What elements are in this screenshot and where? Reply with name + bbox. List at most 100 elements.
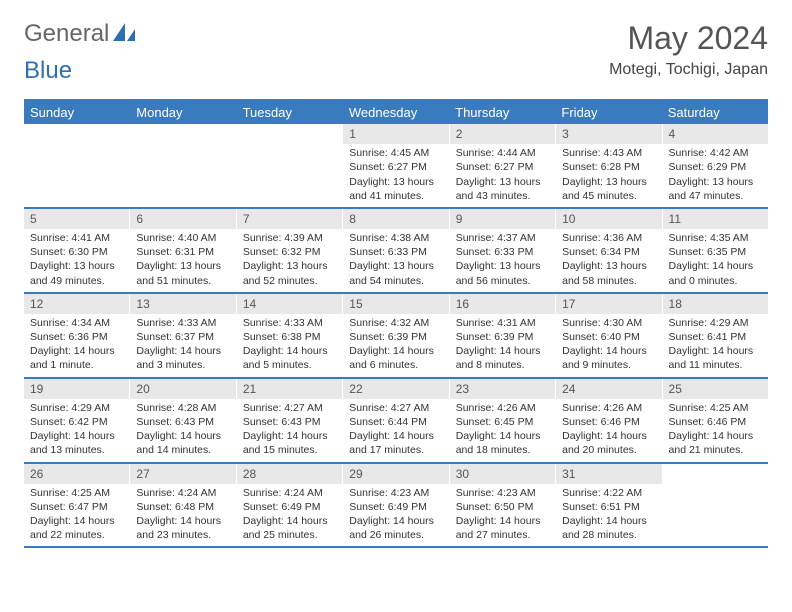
- sunset-text: Sunset: 6:33 PM: [456, 245, 549, 259]
- cell-body: Sunrise: 4:27 AMSunset: 6:43 PMDaylight:…: [237, 399, 342, 462]
- daylight-text: Daylight: 13 hours and 49 minutes.: [30, 259, 123, 287]
- calendar-cell: 13Sunrise: 4:33 AMSunset: 6:37 PMDayligh…: [129, 294, 235, 377]
- sunset-text: Sunset: 6:41 PM: [669, 330, 762, 344]
- calendar-cell: 27Sunrise: 4:24 AMSunset: 6:48 PMDayligh…: [129, 464, 235, 547]
- calendar-cell: 12Sunrise: 4:34 AMSunset: 6:36 PMDayligh…: [24, 294, 129, 377]
- sunrise-text: Sunrise: 4:29 AM: [669, 316, 762, 330]
- calendar-cell: 9Sunrise: 4:37 AMSunset: 6:33 PMDaylight…: [449, 209, 555, 292]
- daylight-text: Daylight: 13 hours and 41 minutes.: [349, 175, 442, 203]
- daylight-text: Daylight: 13 hours and 45 minutes.: [562, 175, 655, 203]
- sunset-text: Sunset: 6:43 PM: [136, 415, 229, 429]
- daylight-text: Daylight: 14 hours and 21 minutes.: [669, 429, 762, 457]
- sunset-text: Sunset: 6:42 PM: [30, 415, 123, 429]
- sunrise-text: Sunrise: 4:24 AM: [136, 486, 229, 500]
- day-header: Wednesday: [343, 101, 449, 124]
- calendar-cell: 14Sunrise: 4:33 AMSunset: 6:38 PMDayligh…: [236, 294, 342, 377]
- calendar-cell: 4Sunrise: 4:42 AMSunset: 6:29 PMDaylight…: [662, 124, 768, 207]
- cell-body: Sunrise: 4:24 AMSunset: 6:49 PMDaylight:…: [237, 484, 342, 547]
- cell-body: Sunrise: 4:29 AMSunset: 6:42 PMDaylight:…: [24, 399, 129, 462]
- sunrise-text: Sunrise: 4:31 AM: [456, 316, 549, 330]
- sunrise-text: Sunrise: 4:42 AM: [669, 146, 762, 160]
- date-number: 2: [450, 124, 555, 144]
- sunrise-text: Sunrise: 4:23 AM: [349, 486, 442, 500]
- sunrise-text: Sunrise: 4:24 AM: [243, 486, 336, 500]
- title-block: May 2024 Motegi, Tochigi, Japan: [609, 20, 768, 79]
- cell-body: Sunrise: 4:34 AMSunset: 6:36 PMDaylight:…: [24, 314, 129, 377]
- sunrise-text: Sunrise: 4:34 AM: [30, 316, 123, 330]
- daylight-text: Daylight: 14 hours and 15 minutes.: [243, 429, 336, 457]
- brand-sail-icon: [111, 21, 137, 48]
- date-number: 18: [663, 294, 768, 314]
- date-number: 31: [556, 464, 661, 484]
- cell-body: Sunrise: 4:25 AMSunset: 6:47 PMDaylight:…: [24, 484, 129, 547]
- calendar-cell: 11Sunrise: 4:35 AMSunset: 6:35 PMDayligh…: [662, 209, 768, 292]
- calendar-cell: 22Sunrise: 4:27 AMSunset: 6:44 PMDayligh…: [342, 379, 448, 462]
- daylight-text: Daylight: 14 hours and 23 minutes.: [136, 514, 229, 542]
- daylight-text: Daylight: 14 hours and 25 minutes.: [243, 514, 336, 542]
- calendar-cell: [24, 124, 129, 207]
- sunrise-text: Sunrise: 4:38 AM: [349, 231, 442, 245]
- sunset-text: Sunset: 6:37 PM: [136, 330, 229, 344]
- calendar-cell: 19Sunrise: 4:29 AMSunset: 6:42 PMDayligh…: [24, 379, 129, 462]
- calendar-cell: 3Sunrise: 4:43 AMSunset: 6:28 PMDaylight…: [555, 124, 661, 207]
- daylight-text: Daylight: 13 hours and 51 minutes.: [136, 259, 229, 287]
- sunrise-text: Sunrise: 4:26 AM: [456, 401, 549, 415]
- calendar-cell: [662, 464, 768, 547]
- cell-body: Sunrise: 4:30 AMSunset: 6:40 PMDaylight:…: [556, 314, 661, 377]
- cell-body: Sunrise: 4:33 AMSunset: 6:38 PMDaylight:…: [237, 314, 342, 377]
- sunrise-text: Sunrise: 4:35 AM: [669, 231, 762, 245]
- day-header: Saturday: [662, 101, 768, 124]
- cell-body: Sunrise: 4:41 AMSunset: 6:30 PMDaylight:…: [24, 229, 129, 292]
- cell-body: Sunrise: 4:32 AMSunset: 6:39 PMDaylight:…: [343, 314, 448, 377]
- cell-body: Sunrise: 4:37 AMSunset: 6:33 PMDaylight:…: [450, 229, 555, 292]
- date-number: 12: [24, 294, 129, 314]
- calendar-cell: 28Sunrise: 4:24 AMSunset: 6:49 PMDayligh…: [236, 464, 342, 547]
- sunrise-text: Sunrise: 4:27 AM: [349, 401, 442, 415]
- cell-body: Sunrise: 4:29 AMSunset: 6:41 PMDaylight:…: [663, 314, 768, 377]
- sunset-text: Sunset: 6:50 PM: [456, 500, 549, 514]
- cell-body: Sunrise: 4:27 AMSunset: 6:44 PMDaylight:…: [343, 399, 448, 462]
- sunset-text: Sunset: 6:27 PM: [349, 160, 442, 174]
- calendar-cell: 7Sunrise: 4:39 AMSunset: 6:32 PMDaylight…: [236, 209, 342, 292]
- calendar-cell: 24Sunrise: 4:26 AMSunset: 6:46 PMDayligh…: [555, 379, 661, 462]
- date-number: 24: [556, 379, 661, 399]
- calendar-cell: 31Sunrise: 4:22 AMSunset: 6:51 PMDayligh…: [555, 464, 661, 547]
- daylight-text: Daylight: 13 hours and 58 minutes.: [562, 259, 655, 287]
- date-number: 8: [343, 209, 448, 229]
- sunrise-text: Sunrise: 4:28 AM: [136, 401, 229, 415]
- daylight-text: Daylight: 14 hours and 18 minutes.: [456, 429, 549, 457]
- sunset-text: Sunset: 6:45 PM: [456, 415, 549, 429]
- sunset-text: Sunset: 6:31 PM: [136, 245, 229, 259]
- date-number: 11: [663, 209, 768, 229]
- sunset-text: Sunset: 6:46 PM: [562, 415, 655, 429]
- daylight-text: Daylight: 13 hours and 54 minutes.: [349, 259, 442, 287]
- weeks-container: 1Sunrise: 4:45 AMSunset: 6:27 PMDaylight…: [24, 124, 768, 548]
- date-number: 26: [24, 464, 129, 484]
- sunset-text: Sunset: 6:36 PM: [30, 330, 123, 344]
- cell-body: Sunrise: 4:23 AMSunset: 6:50 PMDaylight:…: [450, 484, 555, 547]
- sunrise-text: Sunrise: 4:23 AM: [456, 486, 549, 500]
- calendar-cell: 2Sunrise: 4:44 AMSunset: 6:27 PMDaylight…: [449, 124, 555, 207]
- sunset-text: Sunset: 6:32 PM: [243, 245, 336, 259]
- date-number: 7: [237, 209, 342, 229]
- calendar-cell: 6Sunrise: 4:40 AMSunset: 6:31 PMDaylight…: [129, 209, 235, 292]
- calendar-cell: 23Sunrise: 4:26 AMSunset: 6:45 PMDayligh…: [449, 379, 555, 462]
- cell-body: Sunrise: 4:25 AMSunset: 6:46 PMDaylight:…: [663, 399, 768, 462]
- week-row: 26Sunrise: 4:25 AMSunset: 6:47 PMDayligh…: [24, 464, 768, 549]
- sunset-text: Sunset: 6:47 PM: [30, 500, 123, 514]
- daylight-text: Daylight: 13 hours and 43 minutes.: [456, 175, 549, 203]
- cell-body: Sunrise: 4:36 AMSunset: 6:34 PMDaylight:…: [556, 229, 661, 292]
- calendar-grid: SundayMondayTuesdayWednesdayThursdayFrid…: [24, 99, 768, 548]
- cell-body: Sunrise: 4:26 AMSunset: 6:45 PMDaylight:…: [450, 399, 555, 462]
- week-row: 5Sunrise: 4:41 AMSunset: 6:30 PMDaylight…: [24, 209, 768, 294]
- daylight-text: Daylight: 14 hours and 5 minutes.: [243, 344, 336, 372]
- date-number: 10: [556, 209, 661, 229]
- calendar-cell: 17Sunrise: 4:30 AMSunset: 6:40 PMDayligh…: [555, 294, 661, 377]
- sunrise-text: Sunrise: 4:40 AM: [136, 231, 229, 245]
- date-number: 19: [24, 379, 129, 399]
- sunset-text: Sunset: 6:35 PM: [669, 245, 762, 259]
- calendar-cell: 15Sunrise: 4:32 AMSunset: 6:39 PMDayligh…: [342, 294, 448, 377]
- daylight-text: Daylight: 14 hours and 3 minutes.: [136, 344, 229, 372]
- cell-body: Sunrise: 4:40 AMSunset: 6:31 PMDaylight:…: [130, 229, 235, 292]
- day-headers-row: SundayMondayTuesdayWednesdayThursdayFrid…: [24, 101, 768, 124]
